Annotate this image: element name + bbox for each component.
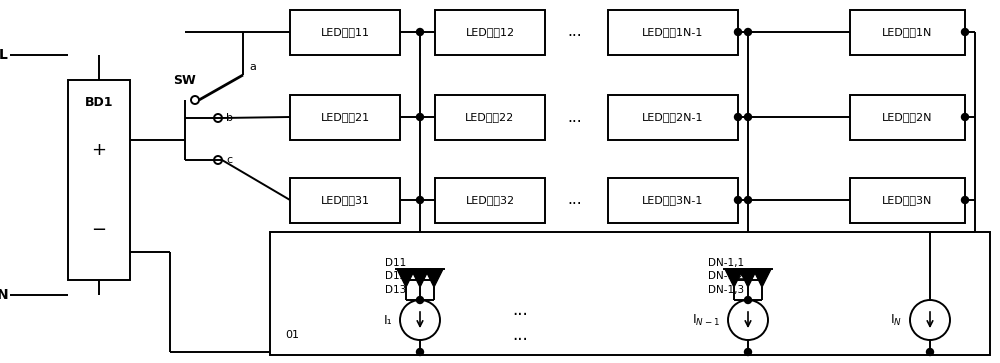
Circle shape [734,29,742,36]
Circle shape [962,196,968,204]
Circle shape [734,114,742,121]
Text: D12: D12 [385,271,406,281]
Text: ...: ... [512,326,528,344]
Text: LED分段12: LED分段12 [465,28,515,37]
Circle shape [962,29,968,36]
Text: LED分段3N-1: LED分段3N-1 [642,196,704,205]
Polygon shape [725,269,743,287]
Text: SW: SW [174,73,196,86]
Text: c: c [226,155,232,165]
Bar [608,95,738,140]
Text: D11: D11 [385,258,406,268]
Text: LED分段2N: LED分段2N [882,113,933,122]
Text: LED分段31: LED分段31 [320,196,370,205]
Circle shape [744,114,752,121]
Text: DN-1,3: DN-1,3 [708,285,744,295]
Bar [850,95,965,140]
Text: BD1: BD1 [85,95,113,109]
Text: a: a [249,62,256,72]
Bar [850,10,965,55]
Text: DN-1,1: DN-1,1 [708,258,744,268]
Bar [290,10,400,55]
Text: LED分段11: LED分段11 [320,28,370,37]
Circle shape [416,114,424,121]
Polygon shape [739,269,757,287]
Circle shape [734,196,742,204]
Text: I$_{N-1}$: I$_{N-1}$ [692,313,720,327]
Circle shape [962,114,968,121]
Bar [68,80,130,280]
Text: ...: ... [568,110,582,125]
Circle shape [926,348,934,355]
Text: DN-1,2: DN-1,2 [708,271,744,281]
Circle shape [416,29,424,36]
Circle shape [744,29,752,36]
Text: LED分段3N: LED分段3N [882,196,933,205]
Text: N: N [0,288,8,302]
Text: b: b [226,113,233,123]
Text: ...: ... [568,192,582,208]
Bar [290,95,400,140]
Text: LED分段1N: LED分段1N [882,28,933,37]
Bar [608,178,738,223]
Text: I₁: I₁ [383,314,392,326]
Bar [435,10,545,55]
Polygon shape [425,269,443,287]
Text: L: L [0,48,8,62]
Circle shape [416,297,424,303]
Bar [850,178,965,223]
Polygon shape [397,269,415,287]
Text: ...: ... [568,24,582,40]
Circle shape [416,348,424,355]
Text: LED分段2N-1: LED分段2N-1 [642,113,704,122]
Text: D13: D13 [385,285,406,295]
Bar [290,178,400,223]
Text: 01: 01 [285,330,299,340]
Text: −: − [91,221,107,239]
Text: I$_N$: I$_N$ [890,313,902,327]
Circle shape [744,348,752,355]
Text: LED分段22: LED分段22 [465,113,515,122]
Circle shape [744,297,752,303]
Text: LED分段1N-1: LED分段1N-1 [642,28,704,37]
Text: LED分段32: LED分段32 [465,196,515,205]
Text: +: + [92,141,106,159]
Circle shape [744,196,752,204]
Circle shape [416,196,424,204]
Polygon shape [753,269,771,287]
Bar [435,178,545,223]
Polygon shape [411,269,429,287]
Bar [608,10,738,55]
Text: LED分段21: LED分段21 [320,113,370,122]
Bar [270,232,990,355]
Bar [435,95,545,140]
Text: ...: ... [512,301,528,319]
